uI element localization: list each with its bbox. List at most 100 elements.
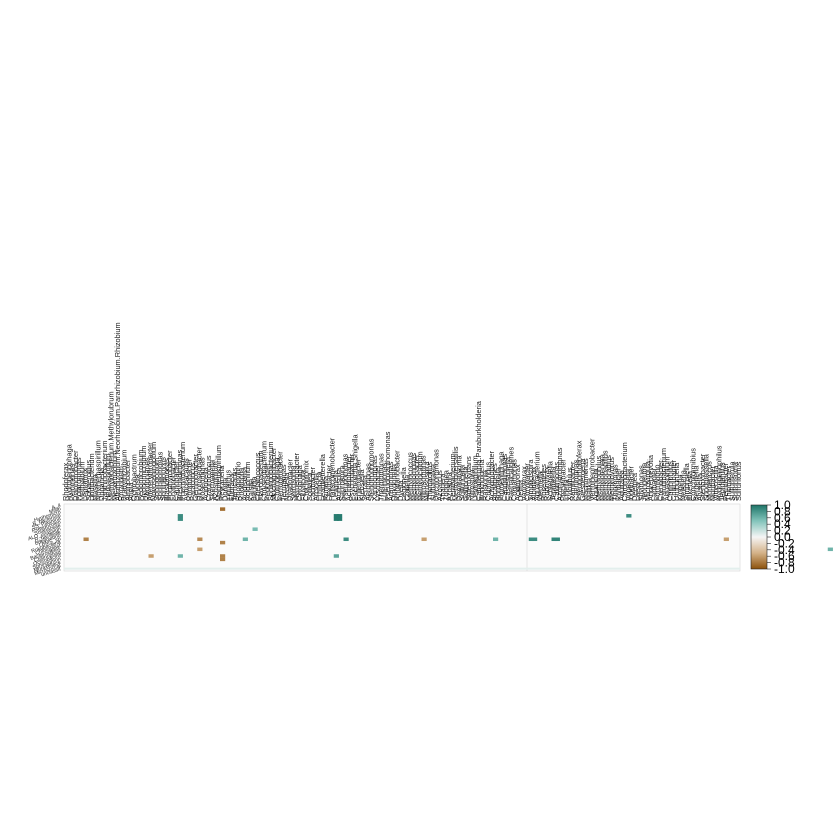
column-label: Afipia: [126, 482, 135, 501]
heatmap-cell: [220, 554, 226, 558]
column-label: Legionella: [399, 466, 408, 501]
column-label: Nitrosospira: [422, 461, 431, 501]
heatmap-cell: [333, 514, 339, 518]
column-label: Acinetobacter: [344, 455, 353, 501]
column-label: Methylotenera: [597, 453, 606, 501]
column-label: Laribacter: [649, 468, 658, 501]
column-label: Polaromonas: [74, 457, 83, 501]
heatmap-bottom-row: [64, 567, 740, 570]
column-label: Petrobacter: [721, 462, 730, 501]
column-label: Novosphingobium: [149, 442, 158, 501]
column-label: Alysiella: [695, 473, 704, 501]
column-label: Caenimonas: [571, 459, 580, 501]
column-label: Albidiferax: [529, 466, 538, 501]
column-label: Paenalcaligenes: [506, 446, 515, 501]
column-label: Ferribacterium: [448, 453, 457, 501]
heatmap-cell: [333, 517, 339, 521]
column-label: Leptothrix: [81, 468, 90, 501]
heatmap-cells: [83, 507, 833, 562]
row-labels: A_4MiliibHyphomicroB_bacteriumSS_Plasmod…: [27, 503, 62, 579]
column-label: Acidiphilium: [243, 462, 252, 501]
column-label: Roseateles: [539, 464, 548, 501]
legend-tick-label: -0.6: [774, 549, 795, 563]
heatmap-cell: [242, 537, 248, 542]
column-label: Chitinibacter: [669, 459, 678, 501]
column-label: Caballeronia.Paraburkholderia: [474, 400, 483, 501]
column-label: Blastomonas: [162, 458, 171, 501]
column-label: Methylocaldum: [415, 451, 424, 501]
heatmap-cell: [177, 514, 183, 518]
column-label: Paludibacterium: [659, 448, 668, 501]
column-label: Snodgrassella: [701, 453, 710, 501]
heatmap-grid: [63, 503, 741, 572]
column-label: Bradyrhizobium: [120, 450, 129, 501]
column-label: Macromonas: [581, 458, 590, 501]
legend-tick-label: -0.8: [774, 556, 795, 570]
column-label: Azohydromonas: [555, 447, 564, 501]
heatmap-cell: [827, 547, 833, 552]
column-label: Burkholderia: [477, 459, 486, 501]
column-label: Enterobacter: [354, 458, 363, 501]
column-label: Sphaerotilus: [84, 460, 93, 501]
legend-tick-label: -1.0: [774, 562, 795, 576]
heatmap-cell: [220, 507, 226, 511]
column-label: Brevundimonas: [175, 449, 184, 501]
column-label: Candidimonas: [500, 453, 509, 501]
column-label: Rhodopila: [237, 467, 246, 501]
column-label: Verminephrobacter: [588, 438, 597, 501]
column-label: Arenimonas: [386, 461, 395, 501]
column-label: Flavobacterium: [256, 450, 265, 501]
legend-ticks: 1.00.80.60.40.20.0-0.2-0.4-0.6-0.8-1.0: [767, 498, 795, 576]
column-label: Craurococcus: [204, 455, 213, 501]
column-label: Chitiniphilus: [666, 461, 675, 501]
column-label: Leptospirillum: [471, 455, 480, 501]
column-label: Comamonas: [510, 459, 519, 501]
column-label: Lewinella: [331, 469, 340, 501]
column-label: Cupriavidus: [484, 462, 493, 501]
column-label: Elioraea: [227, 473, 236, 501]
column-label: Muribacter: [708, 466, 717, 501]
column-label: Thauera: [438, 473, 447, 501]
column-label: Sideroxydans: [464, 456, 473, 501]
column-label: Denitratisoma: [454, 455, 463, 501]
column-label: Sulfurisoma: [731, 461, 740, 501]
column-label: Emticicia: [315, 471, 324, 501]
column-label: Sulfuricella: [458, 464, 467, 501]
column-label: Devosia: [133, 473, 142, 501]
legend-tick-label: -0.4: [774, 543, 795, 557]
column-label: Sulfuriferula: [727, 461, 736, 501]
column-label: Chromobacterium: [620, 442, 629, 501]
column-label: Methylobacter: [412, 454, 421, 501]
column-label: Acidisoma: [240, 466, 249, 501]
column-label: Crocinitomix: [302, 460, 311, 501]
column-label: Simplicispira: [526, 459, 535, 501]
column-label: Conchiformibius: [688, 448, 697, 501]
column-label: Pelomonas: [68, 464, 77, 501]
column-label: Uruburuella: [672, 462, 681, 501]
column-label: Schlegelella: [545, 460, 554, 501]
column-label: Caldimonas: [552, 462, 561, 501]
column-label: Giesbergeria: [578, 458, 587, 501]
column-label: Methyloversatilis: [451, 446, 460, 501]
column-label: Dongia: [220, 477, 229, 501]
color-legend: 1.00.80.60.40.20.0-0.2-0.4-0.6-0.8-1.0: [750, 498, 795, 576]
column-label: Porphyrobacter: [165, 450, 174, 501]
heatmap-cell: [333, 554, 339, 558]
column-label: Terricaulis: [230, 467, 239, 501]
heatmap-cell: [220, 540, 226, 545]
column-label: Aeromonas: [363, 463, 372, 501]
column-label: Ralstonia: [480, 469, 489, 501]
column-label: Crenobacter: [656, 460, 665, 501]
column-label: Solitalea: [305, 472, 314, 501]
heatmap-cell: [337, 517, 343, 521]
column-label: Ramlibacter: [568, 461, 577, 501]
heatmap-cell: [337, 514, 343, 518]
column-label: Chelatococcus: [253, 452, 262, 501]
column-label: Sphingopyxis: [159, 457, 168, 501]
column-label: Rhodanobacter: [393, 450, 402, 501]
column-label: Methylobacillus: [601, 450, 610, 501]
column-label: Zoogloea: [441, 469, 450, 501]
column-label: Methylobacterium.Methylorubrum: [107, 391, 116, 501]
column-label: Nitrospira: [467, 468, 476, 501]
